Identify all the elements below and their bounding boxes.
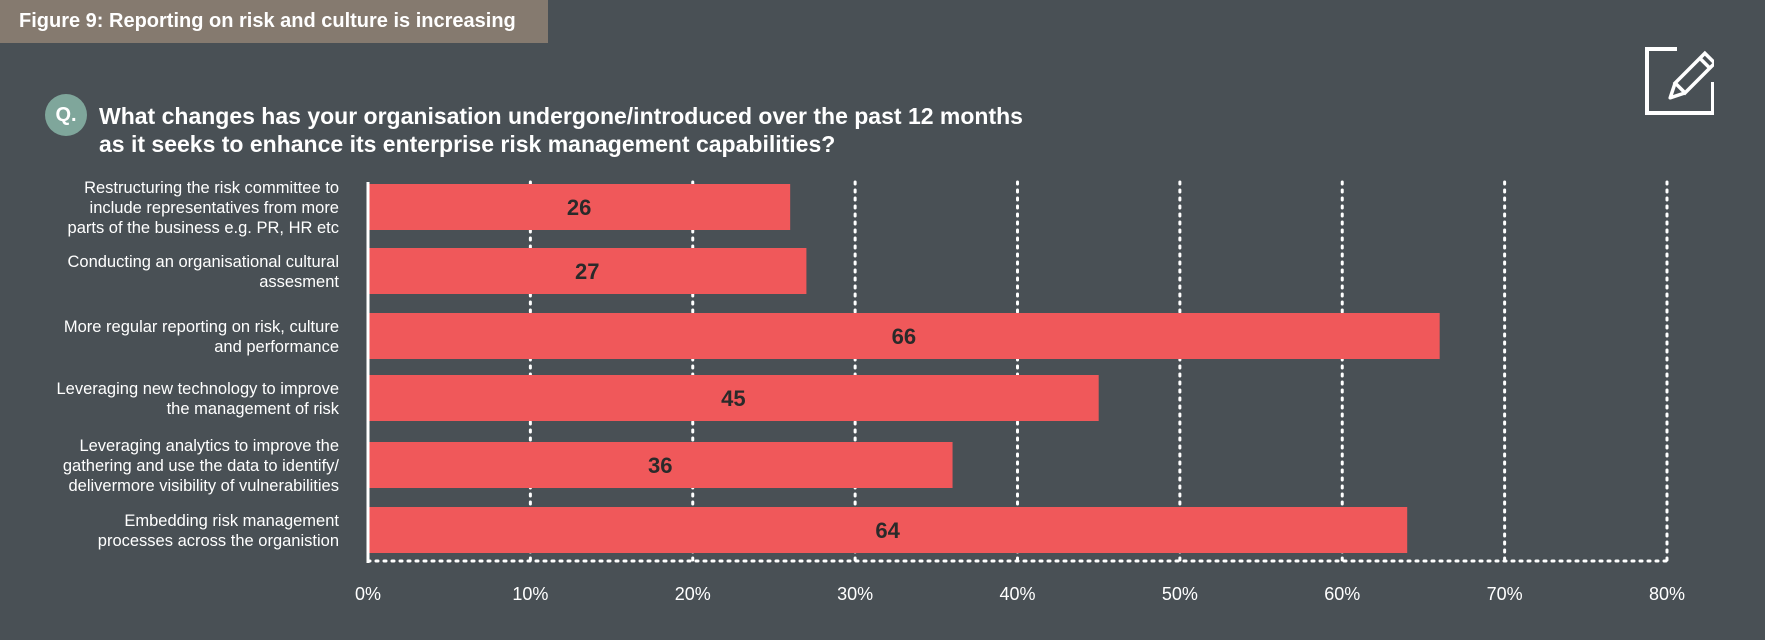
category-label: Embedding risk management — [124, 512, 339, 530]
x-tick-label: 70% — [1487, 584, 1523, 604]
bar — [368, 184, 791, 230]
category-label: the management of risk — [167, 400, 340, 418]
x-tick-label: 80% — [1649, 584, 1685, 604]
x-tick-label: 0% — [355, 584, 381, 604]
x-tick-label: 30% — [837, 584, 873, 604]
category-label: and performance — [214, 338, 339, 356]
category-label: processes across the organistion — [98, 532, 339, 550]
category-label: More regular reporting on risk, culture — [64, 318, 339, 336]
edit-pencil-icon — [1645, 47, 1714, 115]
bar-value-label: 45 — [721, 386, 745, 411]
bar-value-label: 26 — [567, 195, 591, 220]
x-tick-label: 60% — [1324, 584, 1360, 604]
bar — [368, 375, 1099, 421]
bar — [368, 313, 1440, 359]
bar — [368, 248, 807, 294]
category-label: assesment — [259, 273, 339, 291]
bar — [368, 442, 953, 488]
bar-value-label: 27 — [575, 259, 599, 284]
x-tick-label: 20% — [675, 584, 711, 604]
category-label: gathering and use the data to identify/ — [63, 457, 340, 475]
category-label: include representatives from more — [90, 199, 339, 217]
category-label: parts of the business e.g. PR, HR etc — [68, 219, 339, 237]
question-text: What changes has your organisation under… — [99, 103, 1023, 157]
category-label: delivermore visibility of vulnerabilitie… — [68, 477, 339, 495]
category-label: Conducting an organisational cultural — [67, 253, 339, 271]
x-tick-label: 40% — [999, 584, 1035, 604]
bar — [368, 507, 1408, 553]
bar-value-label: 66 — [892, 324, 916, 349]
category-label: Leveraging new technology to improve — [56, 380, 339, 398]
category-label: Restructuring the risk committee to — [84, 179, 339, 197]
x-tick-label: 10% — [512, 584, 548, 604]
category-label: Leveraging analytics to improve the — [79, 437, 339, 455]
bar-value-label: 36 — [648, 453, 672, 478]
question-badge: Q. — [45, 94, 87, 136]
figure-title: Figure 9: Reporting on risk and culture … — [0, 0, 548, 43]
x-tick-label: 50% — [1162, 584, 1198, 604]
bar-value-label: 64 — [875, 518, 900, 543]
